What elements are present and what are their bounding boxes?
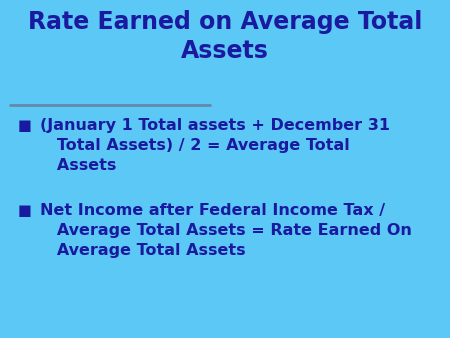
Text: Rate Earned on Average Total
Assets: Rate Earned on Average Total Assets [28, 10, 422, 63]
Text: (January 1 Total assets + December 31
   Total Assets) / 2 = Average Total
   As: (January 1 Total assets + December 31 To… [40, 118, 390, 173]
Text: ■: ■ [18, 118, 32, 133]
Text: ■: ■ [18, 203, 32, 218]
Text: Net Income after Federal Income Tax /
   Average Total Assets = Rate Earned On
 : Net Income after Federal Income Tax / Av… [40, 203, 412, 258]
